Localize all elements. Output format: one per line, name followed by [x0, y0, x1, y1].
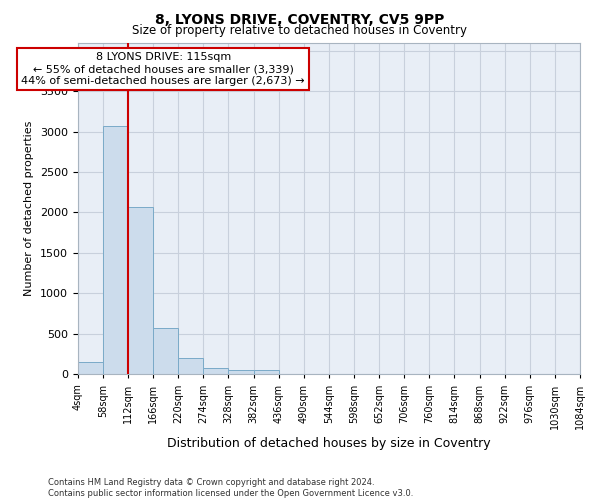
Text: Size of property relative to detached houses in Coventry: Size of property relative to detached ho… [133, 24, 467, 37]
X-axis label: Distribution of detached houses by size in Coventry: Distribution of detached houses by size … [167, 437, 491, 450]
Bar [178, 358, 203, 374]
Text: 8 LYONS DRIVE: 115sqm
← 55% of detached houses are smaller (3,339)
44% of semi-d: 8 LYONS DRIVE: 115sqm ← 55% of detached … [22, 52, 305, 86]
Y-axis label: Number of detached properties: Number of detached properties [25, 121, 34, 296]
Text: 8, LYONS DRIVE, COVENTRY, CV5 9PP: 8, LYONS DRIVE, COVENTRY, CV5 9PP [155, 12, 445, 26]
Bar [203, 368, 229, 374]
Bar [153, 328, 178, 374]
Bar [229, 370, 254, 374]
Text: Contains HM Land Registry data © Crown copyright and database right 2024.
Contai: Contains HM Land Registry data © Crown c… [48, 478, 413, 498]
Bar [78, 362, 103, 374]
Bar [254, 370, 278, 374]
Bar [128, 207, 153, 374]
Bar [103, 126, 128, 374]
